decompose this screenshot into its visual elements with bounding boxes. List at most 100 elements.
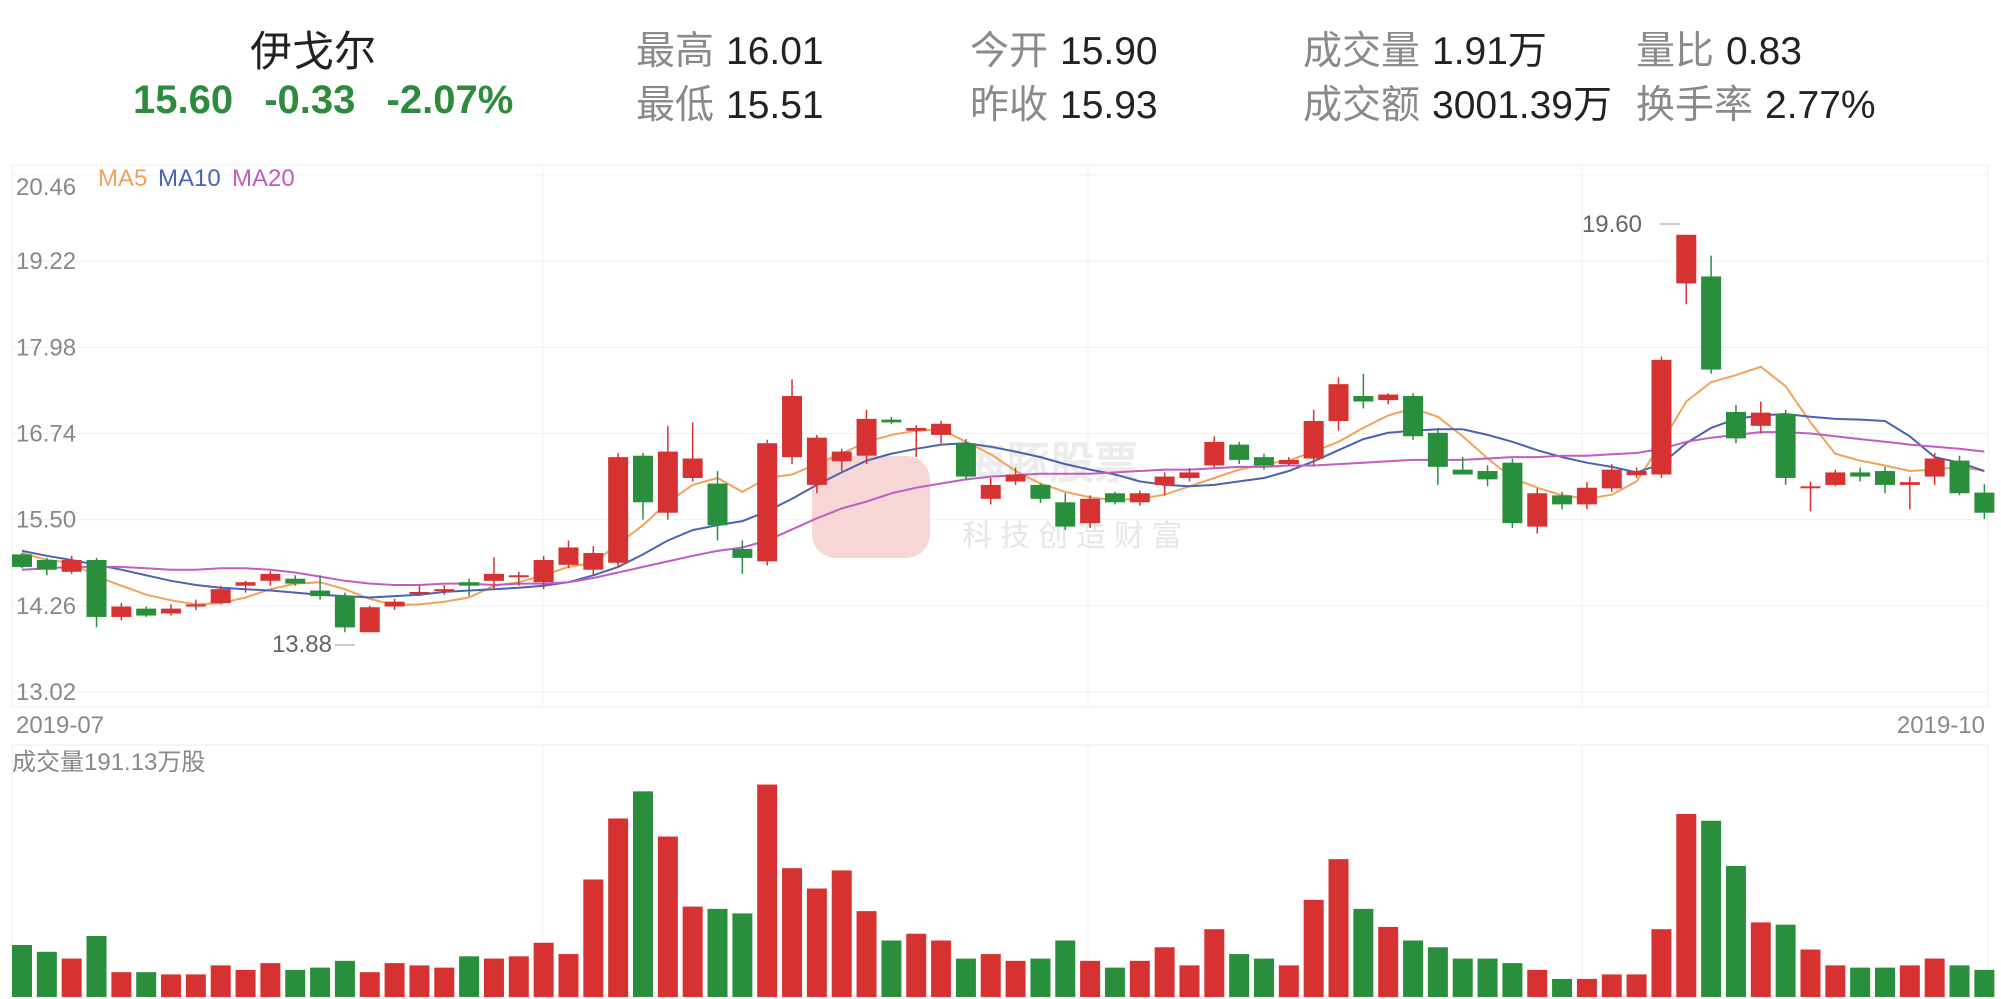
volume-bar — [1154, 947, 1175, 997]
candle — [359, 605, 380, 633]
candle — [1229, 441, 1250, 465]
stat-prev-close-value: 15.93 — [1060, 84, 1158, 127]
price-change-pct: -2.07% — [386, 78, 514, 122]
volume-bar — [185, 974, 206, 997]
volume-bar — [86, 935, 107, 997]
candle — [12, 553, 32, 569]
x-label-end: 2019-10 — [1897, 712, 1985, 739]
volume-bar — [955, 958, 976, 997]
y-tick-label: 16.74 — [16, 421, 76, 448]
candle — [682, 422, 703, 482]
stat-high-label: 最高 — [636, 30, 715, 73]
volume-bar — [483, 958, 504, 997]
candle — [1750, 401, 1771, 434]
candle — [36, 557, 57, 576]
volume-bar — [881, 940, 902, 997]
ma-legend: MA5 MA10 MA20 — [98, 165, 295, 192]
stat-turnover-label: 成交额 — [1303, 84, 1421, 127]
volume-bar — [1725, 865, 1746, 997]
candle — [782, 379, 803, 465]
candle — [161, 604, 182, 616]
volume-bar — [831, 870, 852, 997]
high-annotation: 19.60 — [1582, 211, 1642, 238]
candle — [260, 571, 281, 586]
volume-bar — [1527, 969, 1548, 997]
legend-ma5: MA5 — [98, 165, 147, 192]
y-tick-label: 15.50 — [16, 507, 76, 534]
candle — [483, 557, 504, 590]
volume-bar — [1104, 967, 1125, 997]
volume-bar — [1427, 947, 1448, 997]
volume-bar — [235, 969, 256, 997]
candle — [61, 555, 82, 574]
candle — [508, 571, 529, 586]
volume-bar — [1055, 940, 1076, 997]
candle — [1701, 255, 1722, 374]
stat-turnover-value: 3001.39万 — [1432, 84, 1612, 127]
y-tick-label: 19.22 — [16, 248, 76, 275]
volume-bar — [161, 974, 182, 997]
volume-bar — [1303, 899, 1324, 997]
candle — [533, 555, 554, 590]
volume-bar — [1651, 929, 1672, 997]
candle — [1477, 465, 1498, 487]
candle — [757, 439, 778, 566]
quote-header: 伊戈尔 15.60 -0.33 -2.07% 最高 16.01 最低 15.51 今… — [0, 0, 2001, 150]
candle — [1899, 476, 1920, 510]
candle — [1825, 469, 1846, 487]
stat-volume-ratio-label: 量比 — [1636, 30, 1715, 73]
stat-open-value: 15.90 — [1060, 30, 1158, 73]
candle — [1204, 436, 1225, 468]
volume-bar — [384, 963, 405, 997]
candle — [1576, 482, 1597, 510]
candle — [955, 439, 976, 480]
volume-bar — [1552, 978, 1573, 997]
candle — [1005, 467, 1026, 485]
candle — [1601, 464, 1622, 492]
candle — [1104, 491, 1125, 505]
candle — [1179, 468, 1200, 482]
volume-bar — [285, 969, 306, 997]
candle — [980, 477, 1001, 505]
candle — [1875, 466, 1895, 494]
volume-bar — [136, 972, 157, 997]
volume-bar — [608, 818, 629, 997]
candle — [310, 575, 331, 600]
x-label-start: 2019-07 — [16, 712, 104, 739]
price-annotations: 19.60 13.88 — [272, 211, 1680, 658]
volume-bar — [931, 940, 952, 997]
volume-bar — [732, 913, 753, 997]
candle — [732, 540, 753, 574]
stat-turnover-rate: 换手率 2.77% — [1636, 74, 1876, 130]
candle — [1502, 458, 1523, 529]
price-change: -0.33 — [264, 78, 356, 122]
candle — [1974, 484, 1995, 519]
volume-bar — [1005, 960, 1026, 997]
volume-bar — [1850, 967, 1871, 997]
volume-bar — [260, 963, 281, 997]
candle — [1676, 234, 1697, 305]
candle — [1129, 490, 1150, 506]
volume-bar — [1775, 924, 1796, 997]
candle — [1775, 409, 1796, 485]
candle — [608, 452, 629, 567]
volume-bar — [111, 972, 132, 997]
stat-low: 最低 15.51 — [636, 74, 824, 130]
candle — [210, 585, 231, 605]
legend-ma10: MA10 — [158, 165, 221, 192]
volume-bar — [1129, 960, 1150, 997]
candle — [856, 409, 877, 465]
candle — [1154, 472, 1175, 496]
volume-bar — [633, 791, 653, 997]
candle — [906, 425, 927, 458]
stat-low-label: 最低 — [636, 84, 715, 127]
volume-bar — [1974, 969, 1995, 997]
stat-turnover: 成交额 3001.39万 — [1303, 74, 1612, 130]
candle — [1651, 356, 1672, 478]
volume-bar — [12, 945, 32, 997]
volume-bar — [980, 954, 1001, 997]
volume-bar — [1179, 965, 1200, 997]
candle — [235, 580, 256, 593]
candle — [1403, 393, 1424, 440]
candle — [806, 434, 827, 494]
